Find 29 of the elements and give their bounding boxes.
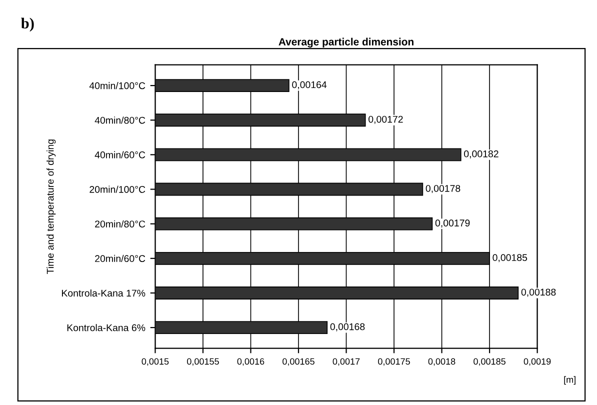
data-label: 0,00182 xyxy=(464,150,498,158)
x-tick-label: 0,0015 xyxy=(142,358,169,366)
x-tick-label: 0,0016 xyxy=(237,358,264,366)
y-tick-label: Kontrola-Kana 17% xyxy=(62,289,146,297)
x-axis-title: [m] xyxy=(564,376,576,385)
y-tick-label: 20min/80°C xyxy=(95,220,146,228)
x-tick-label: 0,0019 xyxy=(524,358,551,366)
x-tick-label: 0,0017 xyxy=(332,358,360,366)
y-tick-label: 20min/100°C xyxy=(90,186,146,193)
x-tick-label: 0,00185 xyxy=(474,358,506,366)
x-tick-label: 0,00155 xyxy=(187,358,219,366)
y-axis-title: Time and temperature of drying xyxy=(46,140,56,274)
y-tick-label: 40min/60°C xyxy=(94,151,146,158)
y-tick-label: 20min/60°C xyxy=(95,254,146,262)
chart-title: Average particle dimension xyxy=(278,38,414,48)
x-tick-label: 0,0018 xyxy=(428,358,456,366)
data-label: 0,00178 xyxy=(426,184,460,194)
data-label: 0,00168 xyxy=(330,323,365,332)
text: b) xyxy=(21,18,34,32)
x-tick-label: 0,00175 xyxy=(378,358,410,366)
y-tick-label: Kontrola-Kana 6% xyxy=(67,324,146,332)
x-tick-label: 0,00165 xyxy=(282,358,314,366)
data-label: 0,00172 xyxy=(368,116,403,124)
y-tick-label: 40min/80°C xyxy=(94,116,146,124)
y-tick-label: 40min/100°C xyxy=(89,82,146,90)
data-label: 0,00179 xyxy=(435,220,470,228)
data-label: 0,00188 xyxy=(521,288,556,297)
data-label: 0,00185 xyxy=(492,254,528,262)
data-label: 0,00164 xyxy=(292,81,327,90)
